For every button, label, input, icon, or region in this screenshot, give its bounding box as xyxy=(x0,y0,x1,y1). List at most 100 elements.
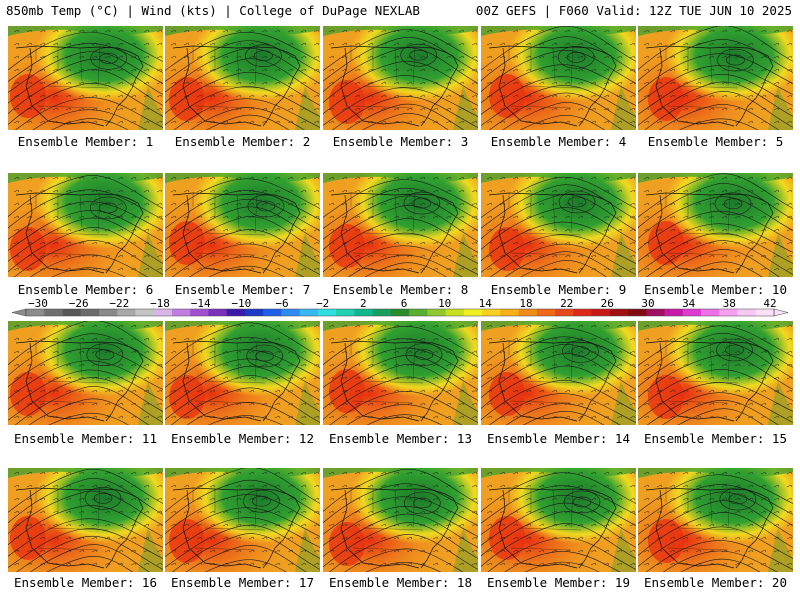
colorbar-segment xyxy=(263,309,282,316)
colorbar-segment xyxy=(44,309,63,316)
ensemble-member-map xyxy=(8,26,163,130)
colorbar-tick-label: −2 xyxy=(316,298,329,310)
ensemble-member-map xyxy=(165,468,320,572)
ensemble-member-label: Ensemble Member: 3 xyxy=(332,134,469,149)
colorbar-segment xyxy=(135,309,155,316)
colorbar-tick-label: −26 xyxy=(69,298,89,310)
colorbar-segment xyxy=(591,309,611,316)
colorbar-segment xyxy=(390,309,410,316)
colorbar-segment xyxy=(701,309,720,316)
colorbar-segment xyxy=(62,309,82,316)
colorbar-segment xyxy=(500,309,520,316)
ensemble-member-label: Ensemble Member: 19 xyxy=(487,575,630,590)
colorbar-segment xyxy=(299,309,319,316)
colorbar-tick-label: −14 xyxy=(191,298,211,310)
colorbar-tick-label: 14 xyxy=(479,298,493,310)
ensemble-member-map xyxy=(481,321,636,425)
colorbar-segment xyxy=(190,309,209,316)
colorbar-segment xyxy=(354,309,374,316)
ensemble-member-label: Ensemble Member: 18 xyxy=(329,575,472,590)
colorbar-segment xyxy=(98,309,118,316)
colorbar-segment xyxy=(80,309,100,316)
ensemble-member-map xyxy=(323,321,478,425)
ensemble-member-map xyxy=(481,173,636,277)
colorbar-segment xyxy=(372,309,392,316)
ensemble-member-label: Ensemble Member: 7 xyxy=(174,282,311,297)
colorbar-segment xyxy=(336,309,355,316)
ensemble-member-map xyxy=(638,321,793,425)
ensemble-member-label: Ensemble Member: 11 xyxy=(14,431,157,446)
colorbar-segment xyxy=(555,309,574,316)
ensemble-member-map xyxy=(165,321,320,425)
ensemble-member-label: Ensemble Member: 5 xyxy=(647,134,784,149)
colorbar-tick-label: 22 xyxy=(560,298,573,310)
colorbar-tick-label: 34 xyxy=(682,298,696,310)
colorbar-segment xyxy=(536,309,556,316)
ensemble-member-label: Ensemble Member: 6 xyxy=(17,282,154,297)
colorbar-segment xyxy=(409,309,428,316)
ensemble-member-map xyxy=(638,173,793,277)
colorbar-tick-label: −10 xyxy=(231,298,251,310)
ensemble-member-label: Ensemble Member: 8 xyxy=(332,282,469,297)
colorbar-segment xyxy=(171,309,191,316)
colorbar-tick-label: 2 xyxy=(360,298,367,310)
ensemble-member-map xyxy=(323,173,478,277)
ensemble-member-map xyxy=(323,468,478,572)
ensemble-member-label: Ensemble Member: 20 xyxy=(644,575,787,590)
colorbar-tick-label: −6 xyxy=(275,298,288,310)
colorbar-tick-label: 6 xyxy=(401,298,408,310)
chart-title: 850mb Temp (°C) | Wind (kts) | College o… xyxy=(6,3,420,18)
colorbar-tick-label: −30 xyxy=(28,298,48,310)
colorbar-segment xyxy=(281,309,301,316)
ensemble-member-map xyxy=(165,173,320,277)
colorbar-segment xyxy=(226,309,246,316)
colorbar-tick-label: −18 xyxy=(150,298,170,310)
ensemble-member-map xyxy=(8,468,163,572)
colorbar-max-arrow xyxy=(773,308,789,317)
colorbar-segment xyxy=(244,309,264,316)
colorbar-tick-label: 38 xyxy=(723,298,736,310)
colorbar-tick-label: 30 xyxy=(641,298,654,310)
ensemble-member-label: Ensemble Member: 17 xyxy=(171,575,314,590)
ensemble-member-label: Ensemble Member: 10 xyxy=(644,282,787,297)
colorbar-segment xyxy=(719,309,739,316)
colorbar-min-arrow xyxy=(11,308,27,317)
colorbar-segment xyxy=(153,309,173,316)
colorbar-segment xyxy=(737,309,757,316)
colorbar-tick-label: 26 xyxy=(601,298,614,310)
colorbar-tick-label: 18 xyxy=(519,298,532,310)
ensemble-member-label: Ensemble Member: 4 xyxy=(490,134,627,149)
colorbar-segment xyxy=(518,309,538,316)
ensemble-member-label: Ensemble Member: 2 xyxy=(174,134,311,149)
colorbar-segment xyxy=(445,309,465,316)
ensemble-member-label: Ensemble Member: 1 xyxy=(17,134,154,149)
colorbar-segment xyxy=(646,309,666,316)
ensemble-member-label: Ensemble Member: 12 xyxy=(171,431,314,446)
ensemble-member-map xyxy=(323,26,478,130)
colorbar-segment xyxy=(664,309,684,316)
ensemble-member-map xyxy=(481,26,636,130)
ensemble-member-map xyxy=(638,468,793,572)
colorbar-segment xyxy=(609,309,629,316)
ensemble-member-label: Ensemble Member: 13 xyxy=(329,431,472,446)
ensemble-member-map xyxy=(8,173,163,277)
colorbar-tick-label: −22 xyxy=(109,298,129,310)
ensemble-member-map xyxy=(481,468,636,572)
colorbar-segment xyxy=(628,309,647,316)
colorbar-segment xyxy=(26,309,45,316)
ensemble-member-label: Ensemble Member: 16 xyxy=(14,575,157,590)
run-valid-time: 00Z GEFS | F060 Valid: 12Z TUE JUN 10 20… xyxy=(475,3,792,18)
colorbar-segment xyxy=(573,309,593,316)
colorbar-tick-label: 42 xyxy=(763,298,776,310)
colorbar-segment xyxy=(755,309,775,316)
colorbar-segment xyxy=(482,309,501,316)
ensemble-member-label: Ensemble Member: 15 xyxy=(644,431,787,446)
ensemble-member-label: Ensemble Member: 9 xyxy=(490,282,627,297)
colorbar-segment xyxy=(317,309,337,316)
ensemble-member-map xyxy=(165,26,320,130)
temperature-colorbar: −30 −26 −22 −18 −14 −10 −6 −2 2 6 10 14 18 22 26 30 34 38… xyxy=(8,298,792,318)
ensemble-member-label: Ensemble Member: 14 xyxy=(487,431,630,446)
colorbar-segment xyxy=(208,309,228,316)
ensemble-member-map xyxy=(8,321,163,425)
colorbar-tick-label: 10 xyxy=(438,298,451,310)
